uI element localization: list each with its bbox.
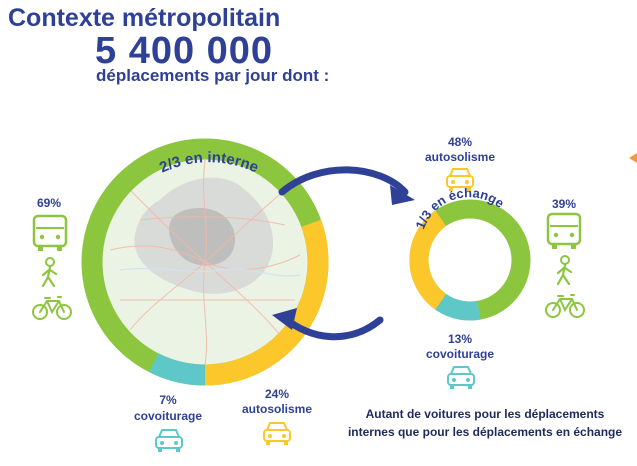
- left-mode-icons: [32, 214, 72, 320]
- internal-covoiturage-label: covoiturage: [133, 409, 202, 423]
- arrow-to-exchange: [278, 166, 409, 196]
- exchange-ring: 1/3 en échange: [409, 185, 531, 321]
- pedestrian-icon: [556, 255, 573, 286]
- internal-covoiturage-pct: 7%: [159, 393, 177, 407]
- bus-icon: [546, 212, 582, 249]
- bicycle-icon: [545, 294, 585, 318]
- internal-autosolisme-pct: 24%: [264, 387, 290, 401]
- orange-triangle-marker: [629, 153, 637, 163]
- car-icon: [155, 429, 183, 452]
- total-trips-number: 5 400 000: [95, 30, 274, 72]
- caption: Autant de voitures pour les déplacements…: [335, 405, 635, 441]
- flow-arrows: [272, 166, 415, 341]
- car-icon: [446, 168, 474, 191]
- pedestrian-icon: [41, 257, 58, 288]
- internal-autosolisme-label: autosolisme: [241, 402, 313, 416]
- car-icon: [263, 422, 291, 445]
- exchange-active-modes-pct: 39%: [551, 197, 577, 211]
- internal-ring: 2/3 en interne: [81, 138, 329, 386]
- internal-active-modes-pct: 69%: [36, 196, 62, 210]
- arrow-head-right: [390, 185, 415, 205]
- arrow-head-left: [272, 308, 297, 330]
- river: [119, 267, 301, 277]
- right-mode-icons: [545, 212, 585, 318]
- exchange-covoiturage-label: covoiturage: [425, 347, 494, 361]
- total-trips-subtitle: déplacements par jour dont :: [96, 66, 330, 85]
- exchange-ring-yellow-segment: [409, 210, 447, 310]
- caption-line-2: internes que pour les déplacements en éc…: [347, 425, 623, 439]
- bus-icon: [32, 214, 68, 251]
- urban-core: [169, 208, 236, 266]
- road-network: [109, 159, 301, 366]
- exchange-ring-teal-segment: [435, 293, 481, 321]
- exchange-autosolisme-pct: 48%: [447, 135, 473, 149]
- exchange-autosolisme-label: autosolisme: [424, 150, 496, 164]
- car-icon: [447, 366, 475, 389]
- exchange-covoiturage-pct: 13%: [447, 332, 473, 346]
- internal-ring-teal-segment: [148, 353, 206, 386]
- arrow-to-internal: [281, 314, 384, 341]
- page-title: Contexte métropolitain: [8, 4, 281, 32]
- bicycle-icon: [32, 296, 72, 320]
- caption-line-1: Autant de voitures pour les déplacements: [365, 407, 605, 421]
